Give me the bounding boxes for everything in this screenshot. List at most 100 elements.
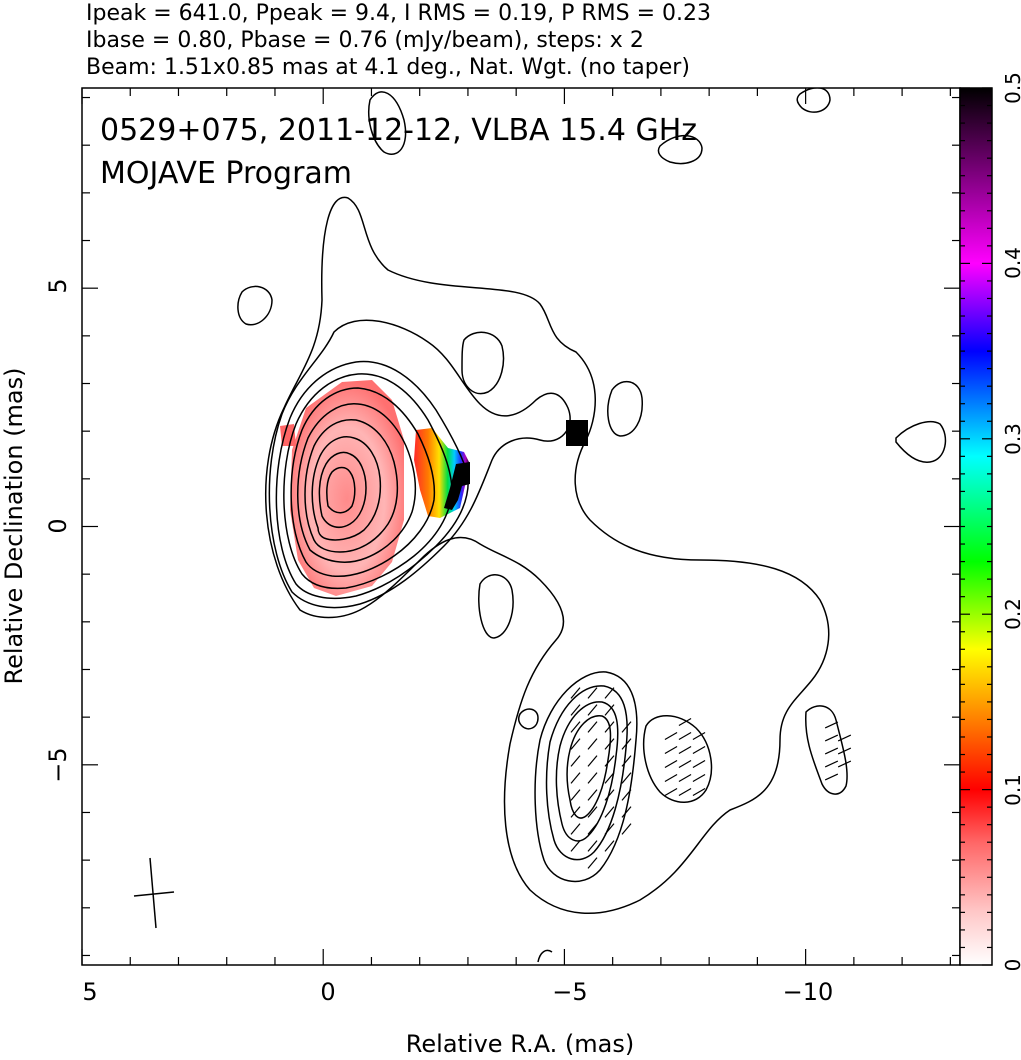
evpa-tick (664, 787, 678, 797)
contour-outer-jet (264, 196, 830, 915)
evpa-tick (587, 840, 598, 852)
contour-level-5 (290, 387, 436, 578)
contour-jet-mid-blob (642, 715, 713, 803)
contour-jet-south-2 (545, 685, 628, 861)
evpa-tick (824, 760, 839, 768)
y-axis-label: Relative Declination (mas) (0, 367, 28, 684)
evpa-tick (604, 823, 615, 835)
evpa-tick (587, 704, 598, 716)
contour-north-east-blob (796, 88, 831, 113)
contour-north-mid-blob (657, 135, 703, 165)
evpa-tick (604, 772, 615, 784)
evpa-ticks-jet-west (824, 721, 852, 781)
evpa-tick (604, 721, 615, 733)
evpa-tick (621, 755, 632, 767)
evpa-tick (664, 773, 678, 783)
plot-frame (81, 87, 961, 966)
core-polarization-spot (280, 424, 296, 446)
contour-level-3 (275, 360, 469, 600)
evpa-layer (570, 687, 852, 869)
colorbar-label-0.1: 0.1 (1001, 774, 1021, 806)
evpa-tick (570, 823, 581, 835)
polarization-layer (280, 380, 588, 596)
contour-level-10 (326, 466, 356, 514)
contour-far-right-blob (895, 420, 947, 463)
evpa-tick (570, 704, 581, 716)
y-tick-label-0: 0 (44, 518, 72, 533)
evpa-tick (837, 747, 852, 755)
evpa-tick (570, 738, 581, 750)
evpa-tick (664, 759, 678, 769)
evpa-tick (570, 687, 581, 699)
axis-ticks (81, 88, 960, 965)
evpa-tick (587, 823, 598, 835)
x-tick-label-minus10: −10 (783, 978, 834, 1006)
x-axis-label: Relative R.A. (mas) (406, 1030, 634, 1058)
contour-jet-south-4 (566, 715, 612, 819)
evpa-tick (678, 745, 692, 755)
colorbar-label-0: 0 (1001, 959, 1021, 972)
colorbar-label-0.3: 0.3 (1001, 423, 1021, 455)
header-line-3: Beam: 1.51x0.85 mas at 4.1 deg., Nat. Wg… (86, 55, 690, 80)
evpa-tick (837, 760, 852, 768)
contour-level-7 (304, 418, 399, 553)
x-tick-label-minus5: −5 (552, 978, 587, 1006)
header-line-2: Ibase = 0.80, Pbase = 0.76 (mJy/beam), s… (86, 28, 644, 53)
evpa-tick (570, 721, 581, 733)
evpa-tick (678, 759, 692, 769)
beam-major-axis (149, 857, 157, 929)
header-line-1: Ipeak = 641.0, Ppeak = 9.4, I RMS = 0.19… (86, 1, 711, 26)
evpa-tick (692, 787, 706, 797)
y-tick-label-minus5: −5 (44, 747, 72, 782)
evpa-tick (692, 745, 706, 755)
evpa-ticks-jet-south (570, 687, 632, 869)
colorbar-ticks (960, 87, 992, 966)
contour-lower-left-blob (478, 574, 514, 639)
evpa-tick (570, 806, 581, 818)
evpa-tick (604, 687, 615, 699)
beam-minor-axis (133, 891, 175, 897)
colorbar-label-0.2: 0.2 (1001, 598, 1021, 630)
beam-indicator (133, 857, 175, 929)
x-tick-label-5: 5 (82, 978, 97, 1006)
evpa-tick (587, 806, 598, 818)
contour-west-blob (237, 285, 273, 326)
evpa-tick (587, 687, 598, 699)
evpa-tick (678, 717, 692, 727)
evpa-tick (824, 721, 839, 729)
evpa-tick (678, 773, 692, 783)
evpa-tick (570, 755, 581, 767)
evpa-tick (824, 773, 839, 781)
evpa-tick (824, 747, 839, 755)
contour-jet-west-blob (805, 705, 848, 795)
contour-level-2 (268, 319, 571, 609)
evpa-tick (621, 806, 632, 818)
evpa-tick (587, 857, 598, 869)
x-tick-label-0: 0 (320, 978, 335, 1006)
evpa-tick (664, 745, 678, 755)
contour-level-4 (283, 373, 453, 590)
colorbar-label-0.4: 0.4 (1001, 247, 1021, 279)
evpa-tick (621, 772, 632, 784)
evpa-tick (837, 734, 852, 742)
evpa-tick (621, 721, 632, 733)
evpa-tick (664, 731, 678, 741)
contour-level-8 (311, 436, 382, 541)
y-tick-label-5: 5 (44, 278, 72, 293)
evpa-tick (604, 789, 615, 801)
contour-right-blob (607, 380, 643, 437)
evpa-tick (604, 840, 615, 852)
chart-title: 0529+075, 2011-12-12, VLBA 15.4 GHz (100, 113, 697, 148)
evpa-tick (678, 731, 692, 741)
evpa-ticks-jet-mid (664, 717, 706, 797)
evpa-tick (587, 738, 598, 750)
jet-knot-polarization-square (566, 420, 588, 446)
contour-jet-south-outer (534, 671, 638, 883)
evpa-tick (692, 731, 706, 741)
evpa-tick (621, 738, 632, 750)
evpa-tick (692, 773, 706, 783)
contour-level-6 (297, 403, 417, 563)
evpa-tick (604, 755, 615, 767)
evpa-tick (824, 734, 839, 742)
